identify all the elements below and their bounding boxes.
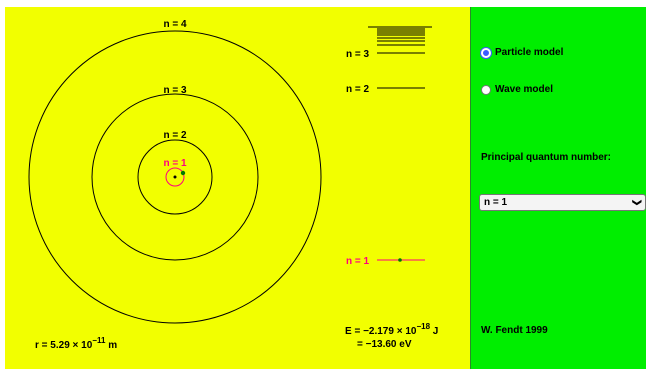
orbit-label-n4: n = 4 xyxy=(163,19,187,30)
nucleus xyxy=(173,175,177,179)
quantum-number-selected-value: n = 1 xyxy=(484,197,508,208)
orbit-label-n1: n = 1 xyxy=(163,158,187,169)
orbit-label-n3: n = 3 xyxy=(163,85,187,96)
level-label-n3: n = 3 xyxy=(346,49,370,60)
orbit-n4 xyxy=(28,30,322,324)
orbit-label-n2: n = 2 xyxy=(163,130,187,141)
level-label-n2: n = 2 xyxy=(346,84,370,95)
control-panel: Particle model Wave model Principal quan… xyxy=(470,7,646,369)
orbit-n2 xyxy=(137,139,213,215)
orbit-n3 xyxy=(91,93,259,261)
energy-level-continuum xyxy=(368,26,432,46)
wave-model-label: Wave model xyxy=(495,84,553,95)
energy-readout-ev: = −13.60 eV xyxy=(357,339,412,350)
simulation-canvas: n = 4 n = 3 n = 2 n = 1 n = 3 n = 2 n = … xyxy=(5,7,470,369)
energy-readout-joule: E = −2.179 × 10−18 J xyxy=(345,322,438,337)
author-credit: W. Fendt 1999 xyxy=(481,325,548,336)
level-label-n1: n = 1 xyxy=(346,256,370,267)
electron xyxy=(180,170,186,176)
quantum-number-select[interactable]: n = 1 ❯ xyxy=(479,194,646,211)
particle-model-radio[interactable] xyxy=(481,47,491,58)
particle-model-label: Particle model xyxy=(495,47,564,58)
energy-level-electron xyxy=(398,258,402,262)
orbit-n1 xyxy=(165,167,185,187)
particle-model-option[interactable]: Particle model xyxy=(481,47,563,58)
chevron-down-icon: ❯ xyxy=(632,198,643,207)
radius-readout: r = 5.29 × 10−11 m xyxy=(35,336,117,351)
wave-model-radio[interactable] xyxy=(481,84,491,95)
quantum-number-label: Principal quantum number: xyxy=(481,152,612,163)
wave-model-option[interactable]: Wave model xyxy=(481,84,553,95)
